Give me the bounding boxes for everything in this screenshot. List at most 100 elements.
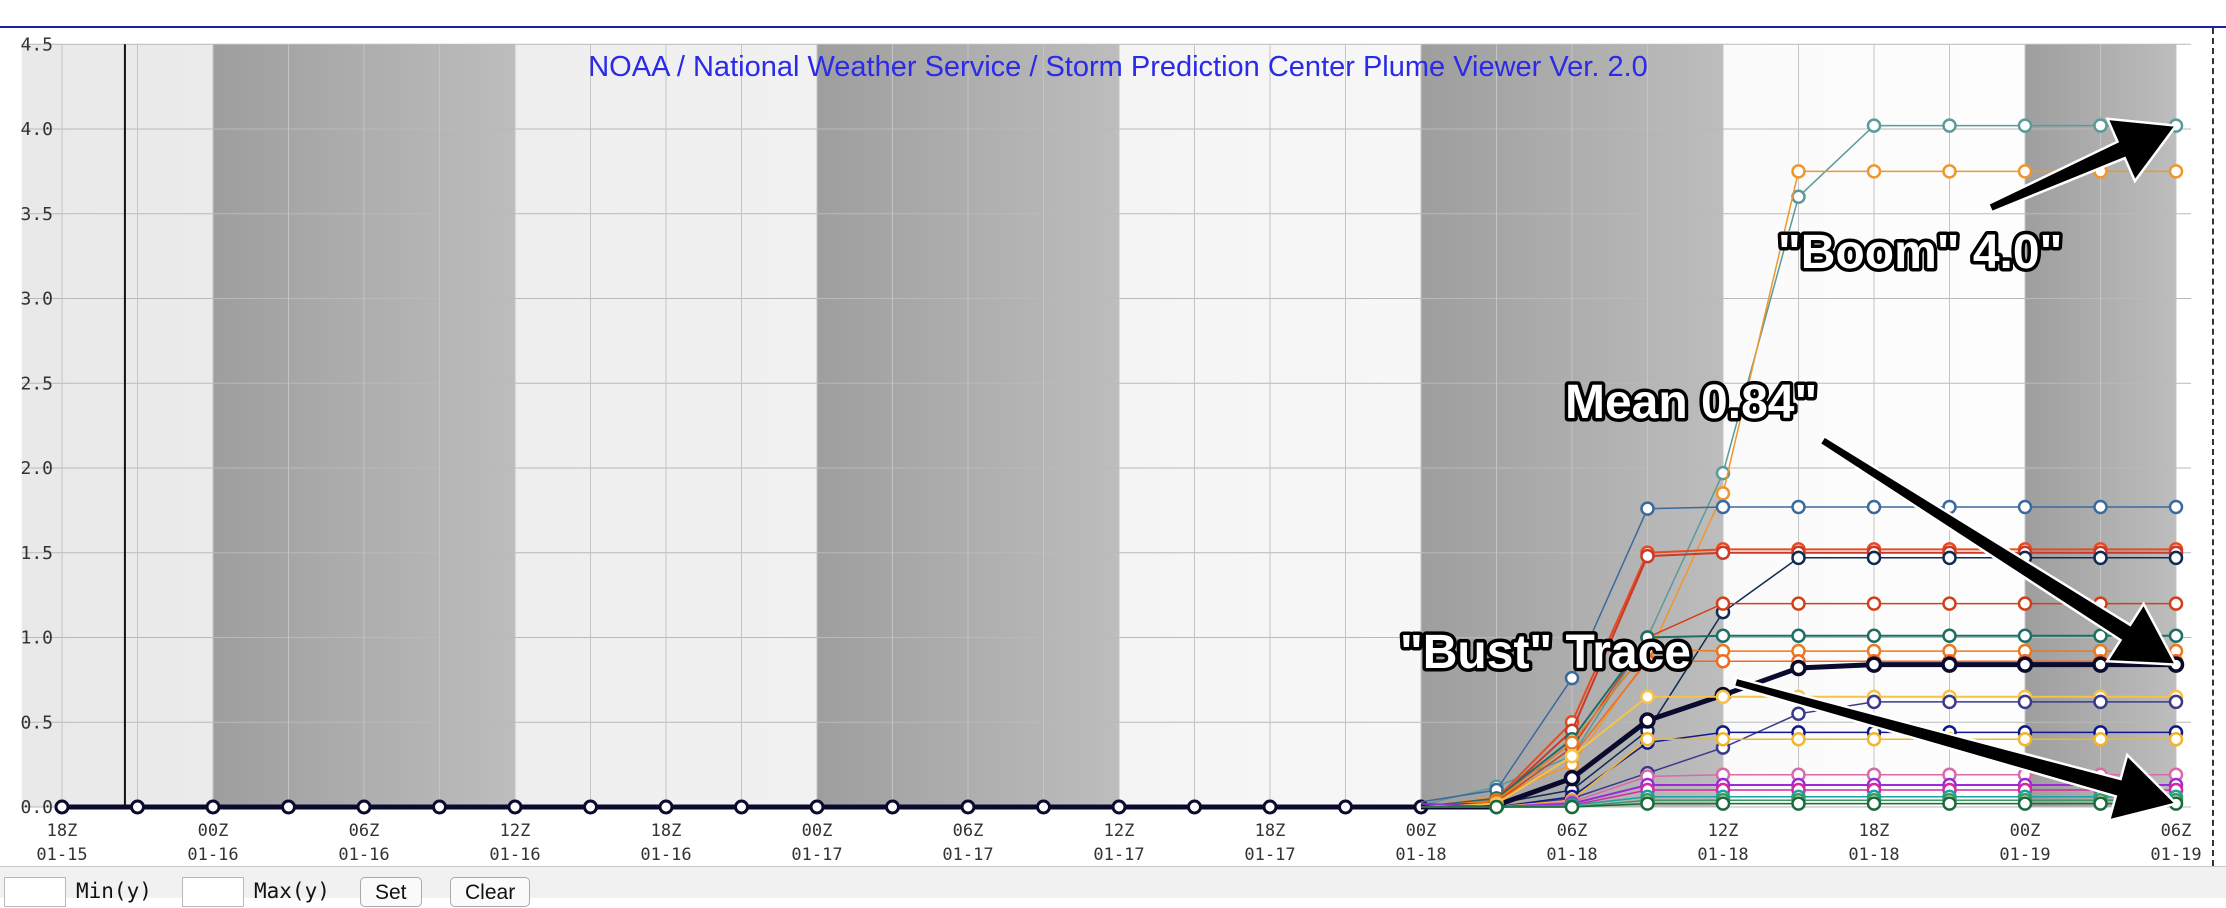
baseline-point	[1187, 799, 1202, 815]
y-tick-label: 2.0	[20, 458, 53, 479]
x-tick-hour: 18Z	[1859, 821, 1890, 841]
day-night-shading	[21, 44, 2192, 807]
y-tick-label: 3.5	[20, 204, 53, 225]
series-point	[1715, 653, 1731, 669]
x-tick-date: 01-18	[1546, 845, 1597, 865]
series-point	[2017, 596, 2033, 611]
series-point	[1564, 735, 1580, 750]
x-tick-date: 01-19	[1999, 845, 2050, 865]
series-point	[1715, 545, 1731, 560]
x-tick-date: 01-17	[942, 845, 993, 865]
series-point	[1941, 656, 1958, 673]
x-tick-hour: 00Z	[198, 821, 229, 841]
x-tick-date: 01-17	[1244, 845, 1295, 865]
y-tick-label: 2.5	[20, 373, 53, 394]
series-point	[1640, 731, 1655, 747]
y-tick-label: 3.0	[20, 289, 53, 310]
series-point	[1866, 499, 1882, 515]
baseline-point	[507, 799, 523, 815]
max-y-input[interactable]	[182, 877, 244, 907]
chart-title: NOAA / National Weather Service / Storm …	[588, 51, 1648, 83]
axes: 0.0 0.5 1.0 1.5 2.0 2.5 3.0 3.5 4.0 4.5 18Z 01-15 00…	[20, 34, 2201, 865]
series-point	[1640, 653, 1655, 669]
min-y-label: Min(y)	[76, 879, 152, 903]
series-point	[1942, 164, 1957, 179]
clear-button[interactable]: Clear	[450, 877, 531, 907]
series-point	[1942, 628, 1957, 644]
baseline-point	[960, 799, 976, 815]
annotation-label: "Boom" 4.0"	[1778, 226, 2062, 279]
baseline-point	[356, 799, 372, 815]
plume-chart: NOAA / National Weather Service / Storm …	[20, 34, 2201, 865]
annotation-label: Mean 0.84"	[1565, 376, 1817, 429]
series-point	[1715, 796, 1731, 811]
series-point	[1791, 550, 1806, 566]
series-point	[2093, 628, 2108, 644]
x-tick-date: 01-18	[1848, 845, 1899, 865]
x-tick-hour: 18Z	[651, 821, 682, 841]
y-tick-label: 0.5	[20, 712, 53, 733]
series-point	[1639, 712, 1656, 729]
baseline-point	[1111, 799, 1127, 815]
series-point	[2092, 656, 2109, 673]
x-tick-hour: 18Z	[47, 821, 78, 841]
annotation-arrow	[1732, 676, 2179, 823]
series-point	[1790, 659, 1807, 677]
annotation-arrow	[1817, 434, 2179, 666]
baseline-point	[583, 799, 598, 815]
baseline-point	[658, 799, 674, 815]
gridlines	[21, 43, 2192, 808]
series-point	[1791, 796, 1806, 811]
series-point	[1715, 731, 1731, 747]
series-point	[1942, 694, 1957, 710]
baseline-point	[809, 799, 825, 815]
baseline-point	[130, 799, 145, 815]
x-tick-hour: 18Z	[1255, 821, 1286, 841]
series-point	[1865, 656, 1883, 673]
series-point	[1866, 796, 1882, 811]
series-point	[2168, 731, 2184, 747]
baseline-point	[1338, 799, 1353, 815]
min-y-input[interactable]	[4, 877, 66, 907]
series-point	[2093, 796, 2108, 811]
series-point	[1866, 694, 1882, 710]
x-tick-hour: 06Z	[2161, 821, 2192, 841]
series-point	[2093, 694, 2108, 710]
series-point	[1715, 596, 1731, 611]
series-point	[1640, 796, 1655, 811]
max-y-label: Max(y)	[254, 879, 330, 903]
set-button[interactable]: Set	[360, 877, 422, 907]
y-tick-label: 4.0	[20, 119, 53, 140]
baseline-point	[885, 799, 900, 815]
x-tick-hour: 00Z	[1406, 821, 1437, 841]
top-bar	[0, 0, 2226, 28]
axis-controls: Min(y) Max(y) Set Clear	[0, 866, 2226, 907]
series-point	[1715, 628, 1731, 644]
series-point	[1564, 670, 1580, 686]
series-point	[2093, 550, 2108, 566]
baseline-point	[54, 799, 70, 815]
x-tick-date: 01-16	[338, 845, 389, 865]
annotations: "Boom" 4.0" Mean 0.84" "Bust" Trace	[1397, 117, 2179, 823]
series-point	[2093, 499, 2108, 515]
x-tick-date: 01-16	[489, 845, 540, 865]
right-edge-line	[2212, 28, 2214, 866]
series-point	[1715, 486, 1731, 501]
series-point	[2016, 656, 2034, 673]
x-tick-hour: 12Z	[500, 821, 531, 841]
series-point	[2093, 731, 2108, 747]
x-tick-date: 01-19	[2150, 845, 2201, 865]
x-tick-hour: 12Z	[1708, 821, 1739, 841]
baseline-point	[205, 799, 221, 815]
series-point	[1791, 596, 1806, 611]
x-tick-hour: 00Z	[2010, 821, 2041, 841]
series-point	[1942, 596, 1957, 611]
series-point	[1942, 118, 1957, 133]
baseline-point	[1036, 799, 1051, 815]
series-point	[1866, 118, 1882, 133]
series-point	[1866, 164, 1882, 179]
baseline-point	[1262, 799, 1278, 815]
series-point	[2017, 499, 2033, 515]
series-point	[1564, 799, 1580, 815]
x-tick-date: 01-16	[187, 845, 238, 865]
